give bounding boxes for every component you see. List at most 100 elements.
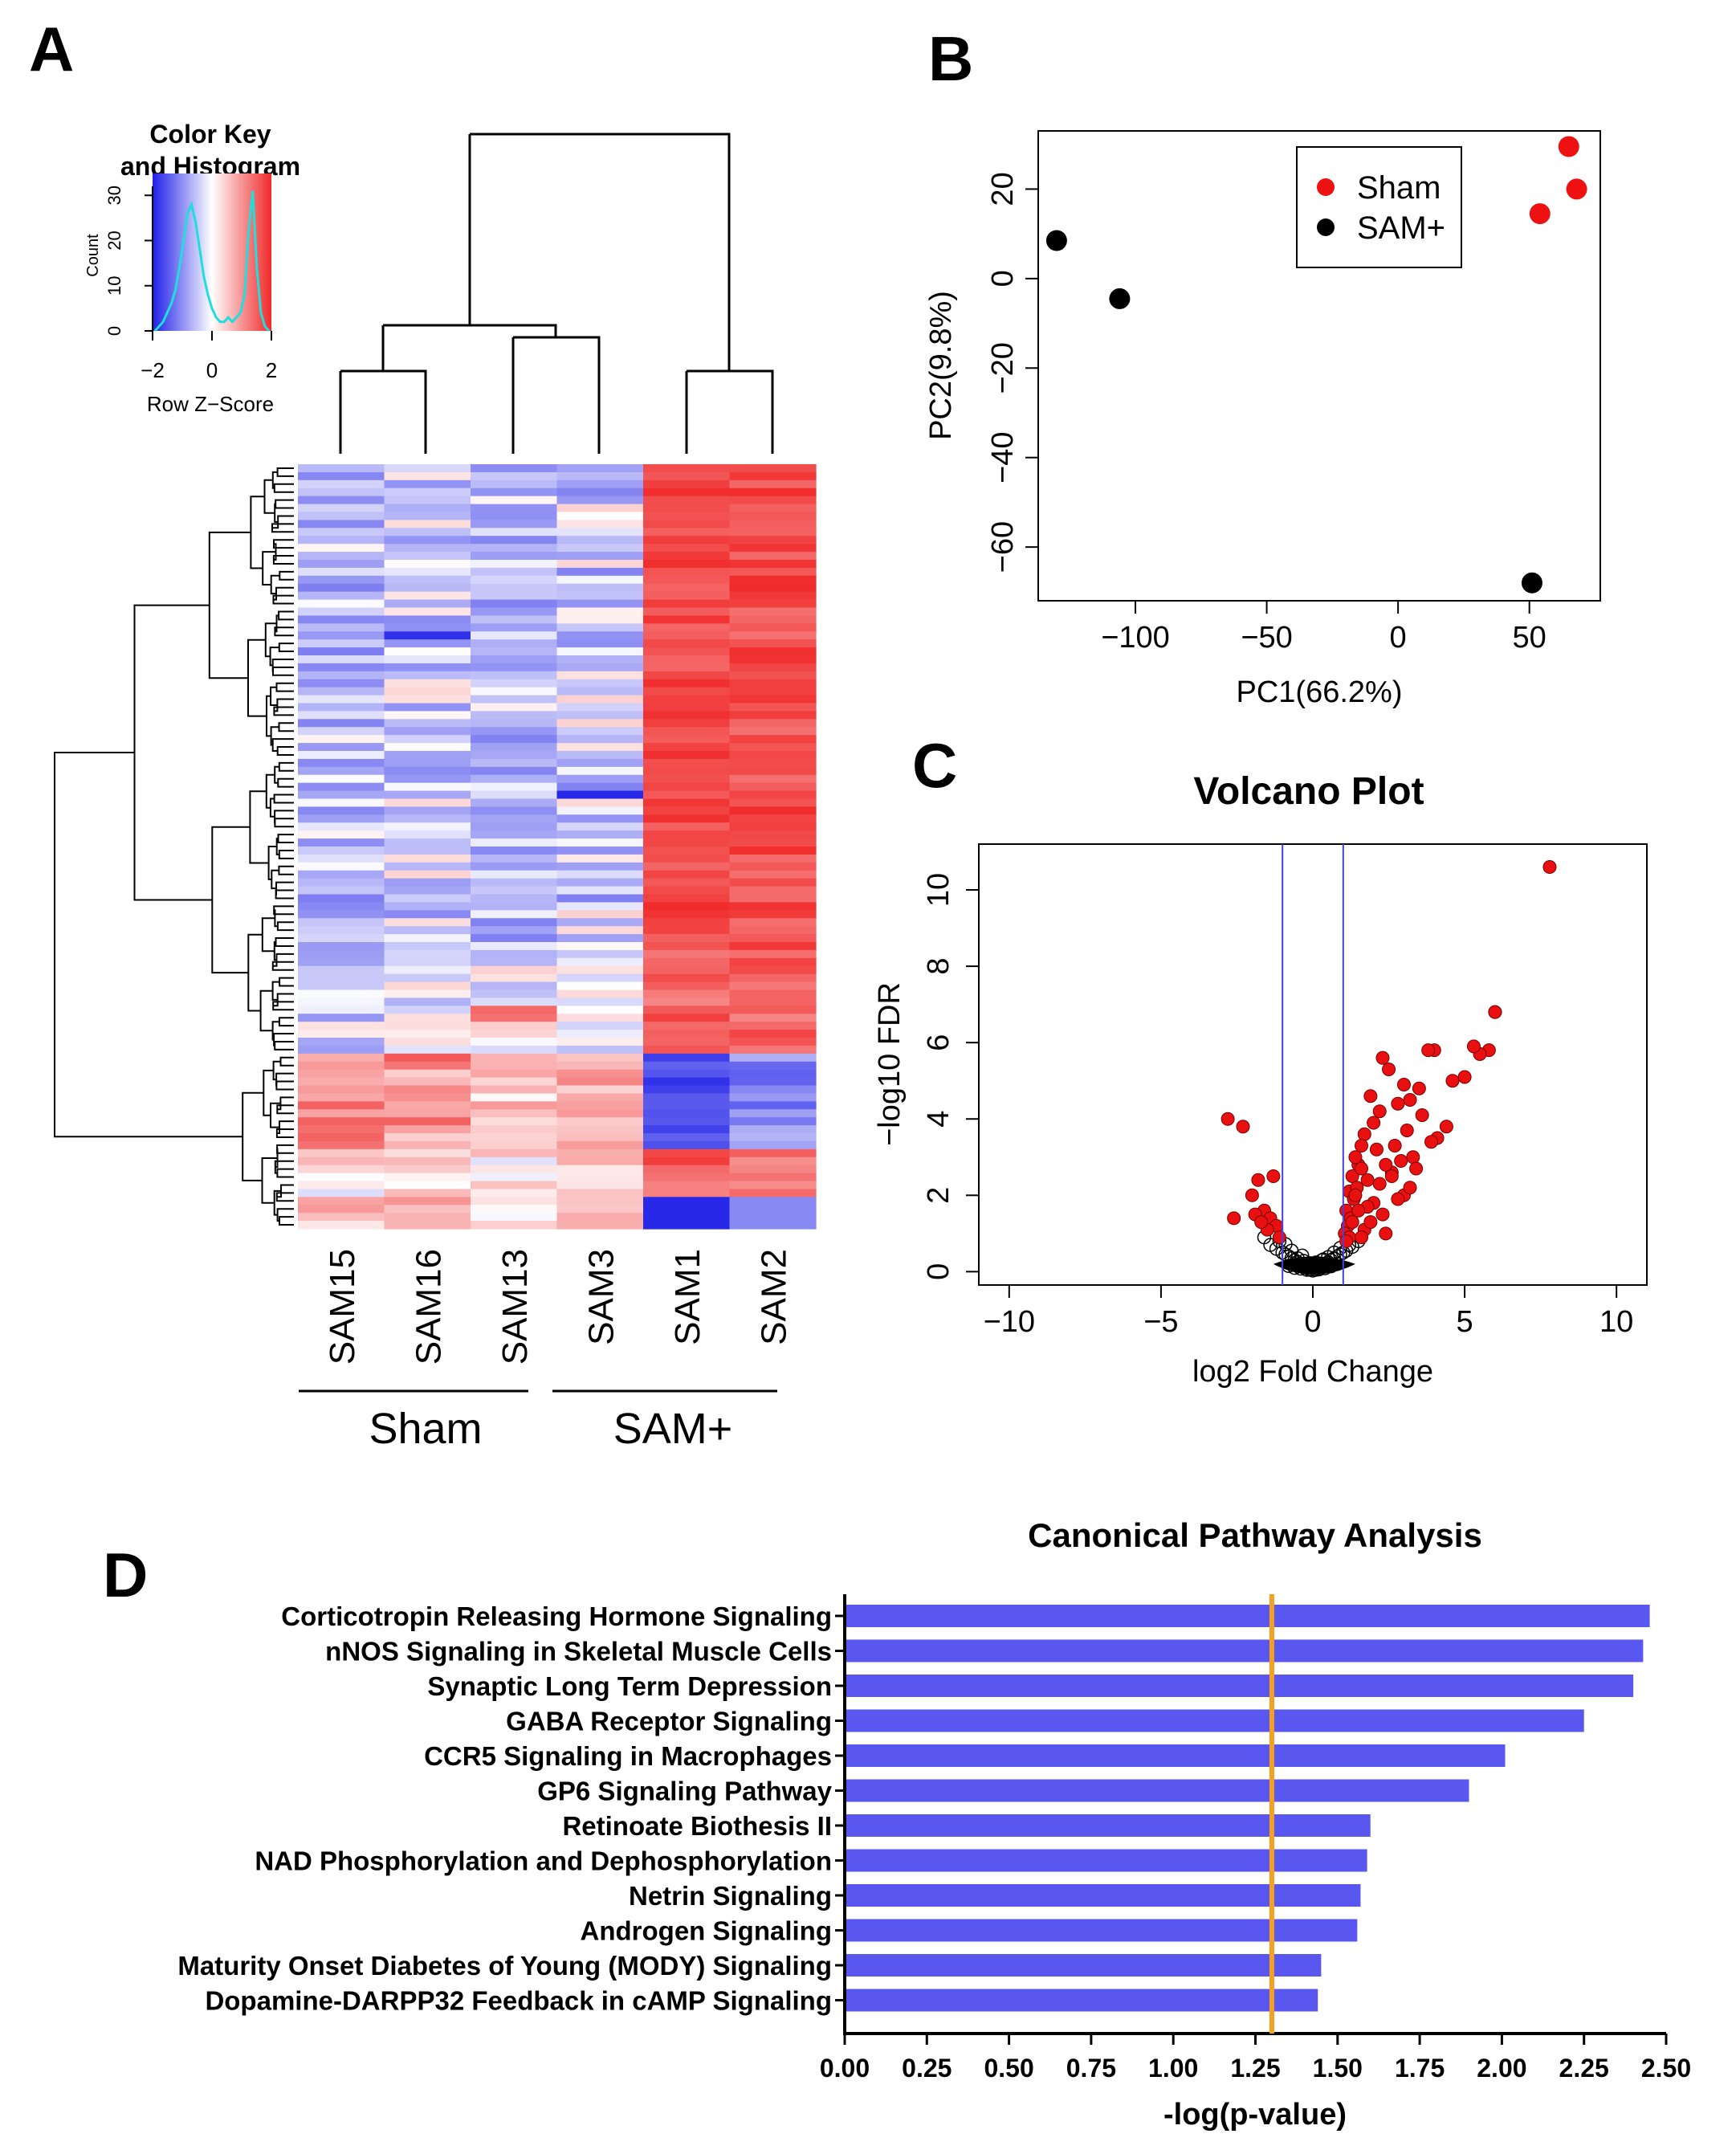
- heatmap-cell: [471, 623, 558, 632]
- heatmap-cell: [384, 981, 471, 991]
- heatmap-cell: [729, 838, 817, 847]
- heatmap-cell: [471, 806, 558, 815]
- heatmap-cell: [729, 997, 817, 1006]
- heatmap-cell: [556, 886, 644, 895]
- heatmap-cell: [556, 965, 644, 975]
- pca-legend-sam-label: SAM+: [1357, 210, 1445, 246]
- row-dendrogram-branch: [276, 746, 294, 756]
- heatmap-cell: [556, 934, 644, 943]
- heatmap-cell: [471, 989, 558, 999]
- heatmap-cell: [298, 1205, 385, 1214]
- heatmap-cell: [298, 926, 385, 935]
- heatmap-cell: [556, 1061, 644, 1071]
- heatmap-cell: [384, 1006, 471, 1014]
- heatmap-cell: [384, 647, 471, 656]
- volcano-point-significant: [1388, 1139, 1402, 1153]
- heatmap-cell: [729, 981, 817, 991]
- heatmap-cell: [556, 711, 644, 720]
- heatmap-cell: [729, 1045, 817, 1055]
- pathway-bar-chart: Canonical Pathway Analysis Corticotropin…: [177, 1516, 1691, 2132]
- row-dendrogram-branch: [279, 570, 294, 581]
- volcano-point-significant: [1396, 1077, 1411, 1091]
- heatmap-cell: [471, 1117, 558, 1126]
- heatmap-cell: [384, 847, 471, 855]
- volcano-point-significant: [1254, 1215, 1269, 1230]
- volcano-point-significant: [1372, 1104, 1387, 1119]
- heatmap-cell: [384, 782, 471, 792]
- heatmap-cell: [556, 1140, 644, 1150]
- heatmap-cell: [384, 719, 471, 728]
- heatmap-cell: [471, 552, 558, 561]
- heatmap-cell: [384, 751, 471, 760]
- heatmap-cell: [643, 512, 731, 521]
- heatmap-cell: [471, 926, 558, 935]
- volcano-point-significant: [1236, 1120, 1250, 1134]
- sample-label: SAM16: [409, 1249, 448, 1365]
- heatmap-cell: [384, 471, 471, 481]
- heatmap-cell: [384, 520, 471, 528]
- heatmap-cell: [729, 1117, 817, 1126]
- row-dendrogram-branch: [274, 818, 294, 828]
- heatmap-cell: [729, 567, 817, 577]
- heatmap-cell: [643, 1221, 731, 1230]
- row-dendrogram-branch: [271, 981, 280, 1001]
- heatmap-cell: [556, 599, 644, 609]
- heatmap-cell: [298, 464, 385, 473]
- heatmap-cell: [471, 1045, 558, 1055]
- volcano-point-significant: [1355, 1139, 1369, 1153]
- heatmap-cell: [556, 1109, 644, 1118]
- heatmap-cell: [298, 695, 385, 704]
- heatmap-cell: [298, 774, 385, 784]
- pathway-x-tick-label: 0.25: [902, 2054, 952, 2083]
- heatmap-cell: [298, 488, 385, 497]
- heatmap-cell: [298, 830, 385, 839]
- heatmap-cell: [729, 973, 817, 983]
- heatmap-cell: [384, 695, 471, 704]
- volcano-point-significant: [1409, 1161, 1424, 1176]
- heatmap-cell: [729, 957, 817, 967]
- heatmap-grid: [298, 464, 817, 1230]
- panel-label-b: B: [928, 23, 973, 94]
- heatmap-cell: [643, 679, 731, 688]
- heatmap-cell: [384, 814, 471, 823]
- count-tick-label: 30: [104, 186, 124, 205]
- heatmap-cell: [729, 591, 817, 601]
- heatmap-cell: [384, 607, 471, 617]
- volcano-point-significant: [1272, 1230, 1286, 1245]
- row-dendrogram-branch: [263, 1069, 274, 1116]
- heatmap-cell: [556, 1053, 644, 1063]
- heatmap-cell: [298, 687, 385, 696]
- heatmap-cell: [556, 544, 644, 553]
- heatmap-cell: [556, 949, 644, 959]
- heatmap-cell: [643, 934, 731, 943]
- volcano-point-significant: [1227, 1211, 1241, 1226]
- heatmap-cell: [384, 949, 471, 959]
- heatmap-cell: [471, 1109, 558, 1118]
- heatmap-cell: [471, 512, 558, 521]
- heatmap-cell: [643, 1006, 731, 1014]
- heatmap-cell: [643, 1157, 731, 1166]
- pca-x-label: PC1(66.2%): [1237, 675, 1403, 709]
- heatmap-cell: [471, 910, 558, 919]
- pca-y-tick-label: 0: [986, 270, 1020, 287]
- heatmap-cell: [556, 639, 644, 648]
- heatmap-cell: [643, 1022, 731, 1030]
- heatmap-cell: [643, 631, 731, 640]
- heatmap-cell: [729, 615, 817, 624]
- heatmap-cell: [729, 1165, 817, 1174]
- heatmap-cell: [729, 798, 817, 808]
- heatmap-cell: [556, 782, 644, 792]
- heatmap-cell: [729, 496, 817, 505]
- heatmap-cell: [643, 1117, 731, 1126]
- row-dendrogram-branch: [274, 1041, 294, 1051]
- heatmap-cell: [729, 870, 817, 879]
- heatmap-cell: [643, 599, 731, 609]
- heatmap-cell: [471, 607, 558, 617]
- count-axis-label: Count: [84, 234, 102, 277]
- pca-points: [1045, 136, 1587, 594]
- heatmap-cell: [729, 989, 817, 999]
- heatmap-cell: [298, 735, 385, 744]
- heatmap-cell: [384, 1173, 471, 1182]
- heatmap-cell: [643, 479, 731, 489]
- heatmap-cell: [643, 878, 731, 887]
